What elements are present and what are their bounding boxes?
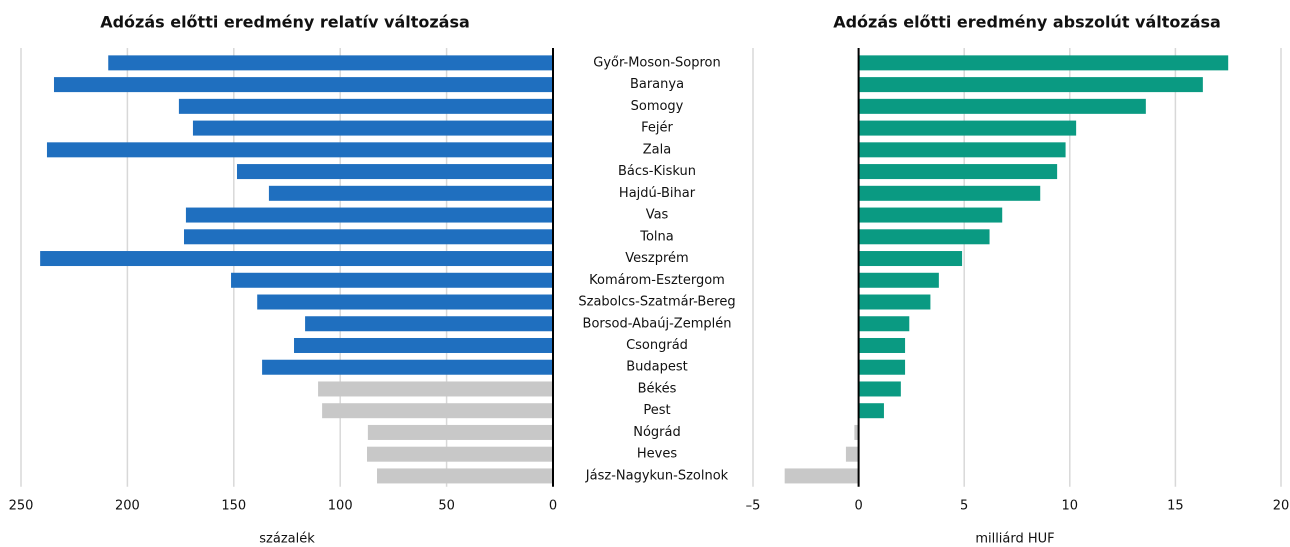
bar: [784, 468, 859, 484]
bar: [268, 185, 553, 201]
category-label: Somogy: [631, 99, 684, 114]
x-tick-label: 15: [1167, 498, 1184, 513]
bar: [858, 381, 901, 397]
category-label: Nógrád: [633, 425, 681, 440]
bar: [858, 272, 939, 288]
category-label: Budapest: [626, 360, 688, 375]
bar: [40, 251, 554, 267]
category-label: Komárom-Esztergom: [589, 273, 725, 288]
bar: [858, 229, 990, 245]
category-label: Borsod-Abaúj-Zemplén: [583, 316, 732, 331]
category-label: Vas: [646, 208, 669, 223]
bar: [318, 381, 553, 397]
x-tick-label: 20: [1273, 498, 1290, 513]
bar: [322, 403, 553, 419]
bar: [257, 294, 553, 310]
bar: [236, 164, 553, 180]
category-label: Pest: [643, 403, 670, 418]
category-label: Fejér: [641, 121, 673, 136]
bar: [858, 77, 1203, 93]
category-label: Hajdú-Bihar: [619, 186, 696, 201]
x-tick-label: 100: [328, 498, 353, 513]
bar: [858, 98, 1146, 114]
category-label: Veszprém: [625, 251, 688, 266]
bar: [858, 337, 906, 353]
x-tick-label: 150: [221, 498, 246, 513]
bar: [367, 424, 553, 440]
bar: [858, 251, 963, 267]
x-tick-label: 0: [854, 498, 862, 513]
category-label: Bács-Kiskun: [618, 164, 696, 179]
x-tick-label: 200: [115, 498, 140, 513]
bar: [858, 294, 931, 310]
bar: [858, 55, 1229, 71]
x-tick-label: 50: [438, 498, 455, 513]
bar: [108, 55, 554, 71]
bar: [858, 316, 910, 332]
chart-title: Adózás előtti eredmény abszolút változás…: [833, 13, 1221, 32]
category-label: Baranya: [630, 77, 684, 92]
category-label: Békés: [638, 381, 677, 396]
bar: [367, 446, 553, 462]
x-axis-label: százalék: [259, 532, 315, 547]
bar: [377, 468, 553, 484]
bar: [231, 272, 553, 288]
category-label: Jász-Nagykun-Szolnok: [585, 468, 729, 483]
bar: [845, 446, 859, 462]
bar: [262, 359, 553, 375]
bar: [854, 424, 859, 440]
x-tick-label: 250: [9, 498, 34, 513]
bar: [192, 120, 554, 136]
bar: [858, 185, 1041, 201]
bar: [858, 120, 1077, 136]
bar: [858, 207, 1003, 223]
bar: [178, 98, 554, 114]
bar: [858, 403, 884, 419]
bar: [305, 316, 553, 332]
x-axis-label: milliárd HUF: [975, 532, 1054, 547]
category-label: Szabolcs-Szatmár-Bereg: [578, 295, 735, 310]
category-label: Tolna: [639, 229, 674, 244]
chart-title: Adózás előtti eredmény relatív változása: [100, 13, 470, 32]
x-tick-label: 10: [1062, 498, 1079, 513]
category-label: Heves: [637, 447, 677, 462]
category-label: Csongrád: [626, 338, 688, 353]
bar: [46, 142, 553, 158]
bar: [858, 142, 1066, 158]
bar: [53, 77, 553, 93]
x-tick-label: 0: [549, 498, 557, 513]
bar: [858, 164, 1058, 180]
category-label: Zala: [643, 142, 671, 157]
category-label: Győr-Moson-Sopron: [593, 55, 720, 70]
bar: [294, 337, 553, 353]
bar: [858, 359, 906, 375]
x-tick-label: –5: [746, 498, 761, 513]
bar: [185, 207, 554, 223]
bar: [184, 229, 553, 245]
x-tick-label: 5: [960, 498, 968, 513]
